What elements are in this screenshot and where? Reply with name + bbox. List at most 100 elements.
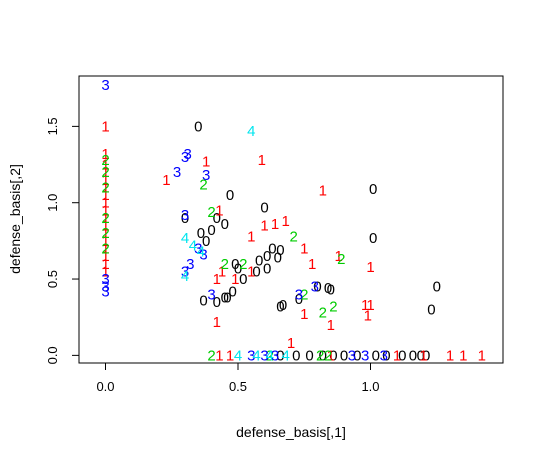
point-label-0: 0 [276, 299, 284, 316]
point-label-0: 0 [263, 260, 271, 277]
y-tick-label: 1.5 [45, 117, 60, 135]
point-label-2: 2 [101, 152, 109, 169]
point-label-1: 1 [282, 213, 290, 230]
point-label-3: 3 [181, 149, 189, 166]
point-label-3: 3 [361, 347, 369, 364]
x-tick-label: 1.0 [361, 379, 379, 394]
point-label-2: 2 [289, 228, 297, 245]
point-label-1: 1 [364, 308, 372, 325]
point-label-1: 1 [419, 347, 427, 364]
point-label-1: 1 [101, 263, 109, 280]
point-label-0: 0 [239, 271, 247, 288]
point-label-1: 1 [226, 347, 234, 364]
point-label-0: 0 [369, 181, 377, 198]
point-label-1: 1 [101, 164, 109, 181]
point-label-1: 1 [260, 218, 268, 235]
point-label-1: 1 [231, 271, 239, 288]
point-label-2: 2 [266, 347, 274, 364]
point-label-2: 2 [101, 164, 109, 181]
point-label-3: 3 [101, 271, 109, 288]
point-label-2: 2 [329, 299, 337, 316]
point-label-0: 0 [276, 347, 284, 364]
point-label-3: 3 [295, 286, 303, 303]
point-label-0: 0 [263, 248, 271, 265]
point-label-0: 0 [213, 294, 221, 311]
point-label-3: 3 [101, 279, 109, 296]
point-label-1: 1 [478, 347, 486, 364]
point-label-0: 0 [353, 347, 361, 364]
point-label-0: 0 [305, 347, 313, 364]
point-label-1: 1 [258, 152, 266, 169]
point-label-1: 1 [215, 347, 223, 364]
point-label-1: 1 [459, 347, 467, 364]
point-label-0: 0 [199, 292, 207, 309]
point-label-0: 0 [194, 118, 202, 135]
point-label-0: 0 [181, 210, 189, 227]
point-label-1: 1 [300, 241, 308, 258]
point-label-3: 3 [183, 146, 191, 163]
point-label-2: 2 [207, 347, 215, 364]
point-label-2: 2 [101, 179, 109, 196]
point-label-3: 3 [260, 347, 268, 364]
point-label-1: 1 [327, 347, 335, 364]
point-label-0: 0 [223, 289, 231, 306]
point-label-3: 3 [271, 347, 279, 364]
y-tick-label: 0.5 [45, 270, 60, 288]
point-label-1: 1 [162, 172, 170, 189]
y-tick-label: 0.0 [45, 346, 60, 364]
point-label-1: 1 [247, 263, 255, 280]
x-axis: 0.0 0.5 1.0 [96, 362, 380, 394]
point-label-0: 0 [292, 347, 300, 364]
point-label-2: 2 [199, 176, 207, 193]
point-label-1: 1 [319, 182, 327, 199]
point-label-3: 3 [173, 164, 181, 181]
point-label-0: 0 [329, 347, 337, 364]
point-label-1: 1 [101, 118, 109, 135]
point-label-1: 1 [101, 248, 109, 265]
point-label-1: 1 [101, 172, 109, 189]
point-label-1: 1 [393, 347, 401, 364]
point-label-3: 3 [202, 167, 210, 184]
point-label-1: 1 [287, 335, 295, 352]
point-label-0: 0 [202, 233, 210, 250]
point-label-4: 4 [266, 347, 274, 364]
point-label-1: 1 [213, 314, 221, 331]
point-label-0: 0 [422, 347, 430, 364]
point-label-1: 1 [366, 259, 374, 276]
x-tick-label: 0.5 [229, 379, 247, 394]
point-label-0: 0 [372, 347, 380, 364]
point-label-3: 3 [101, 283, 109, 300]
point-label-1: 1 [202, 153, 210, 170]
point-label-0: 0 [221, 216, 229, 233]
y-axis: 0.0 0.5 1.0 1.5 [45, 117, 80, 364]
point-label-1: 1 [101, 225, 109, 242]
point-label-0: 0 [409, 347, 417, 364]
point-label-1: 1 [327, 317, 335, 334]
point-label-1: 1 [215, 202, 223, 219]
point-label-0: 0 [382, 347, 390, 364]
point-label-1: 1 [101, 218, 109, 235]
point-label-1: 1 [300, 306, 308, 323]
point-label-2: 2 [101, 241, 109, 258]
point-label-4: 4 [234, 347, 242, 364]
point-label-4: 4 [181, 268, 189, 285]
point-label-0: 0 [255, 253, 263, 270]
point-label-3: 3 [194, 241, 202, 258]
point-label-4: 4 [181, 230, 189, 247]
point-label-4: 4 [189, 237, 197, 254]
point-label-2: 2 [337, 251, 345, 268]
point-label-2: 2 [101, 210, 109, 227]
point-label-0: 0 [268, 241, 276, 258]
point-label-0: 0 [319, 347, 327, 364]
point-label-2: 2 [324, 347, 332, 364]
point-label-0: 0 [252, 263, 260, 280]
point-label-3: 3 [247, 347, 255, 364]
point-label-1: 1 [101, 202, 109, 219]
point-label-2: 2 [239, 256, 247, 273]
point-label-0: 0 [324, 280, 332, 297]
point-label-1: 1 [101, 241, 109, 258]
point-label-3: 3 [348, 347, 356, 364]
point-label-1: 1 [218, 263, 226, 280]
